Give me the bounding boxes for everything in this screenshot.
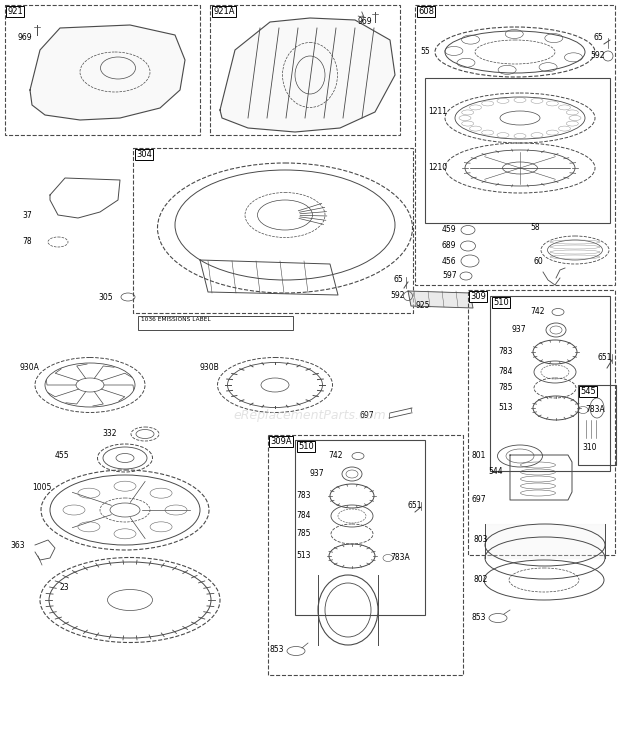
Text: 651: 651	[408, 501, 422, 510]
Text: 1210: 1210	[428, 164, 447, 173]
Bar	[138, 316, 293, 330]
Text: 930B: 930B	[200, 364, 219, 373]
Text: 1211: 1211	[428, 107, 447, 117]
Text: 60: 60	[533, 257, 542, 266]
Text: 803: 803	[474, 536, 489, 545]
Text: 363: 363	[10, 540, 25, 550]
Text: 802: 802	[474, 576, 489, 585]
Bar	[490, 296, 610, 471]
Text: 592: 592	[390, 290, 404, 300]
Text: 58: 58	[530, 223, 539, 232]
Text: 304: 304	[136, 150, 152, 159]
Text: 544: 544	[488, 467, 503, 476]
Polygon shape	[408, 291, 473, 308]
Text: 921: 921	[7, 7, 23, 16]
Text: 785: 785	[296, 530, 311, 539]
Bar	[578, 385, 616, 465]
Text: 37: 37	[22, 211, 32, 219]
Text: 23: 23	[60, 583, 69, 592]
Text: 853: 853	[270, 646, 285, 655]
Text: 651: 651	[598, 353, 613, 362]
Text: 305: 305	[98, 293, 113, 303]
Text: 937: 937	[310, 469, 325, 478]
Text: eReplacementParts.com: eReplacementParts.com	[234, 408, 386, 422]
Text: 455: 455	[55, 451, 69, 460]
Text: 309A: 309A	[270, 437, 291, 446]
Text: 1005: 1005	[32, 484, 51, 493]
Text: 853: 853	[472, 614, 487, 623]
Text: 697: 697	[360, 411, 374, 420]
Text: 459: 459	[442, 225, 456, 234]
Text: 78: 78	[22, 237, 32, 246]
Text: 55: 55	[420, 48, 430, 57]
Bar	[5, 5, 200, 135]
Text: 309: 309	[470, 292, 486, 301]
Text: 545: 545	[580, 387, 596, 396]
Text: 783: 783	[498, 347, 513, 356]
Text: 608: 608	[418, 7, 434, 16]
Bar	[210, 5, 400, 135]
Polygon shape	[30, 25, 185, 120]
Text: 921A: 921A	[213, 7, 234, 16]
Text: 742: 742	[530, 307, 544, 316]
Text: 310: 310	[582, 443, 596, 452]
Text: 1036 EMISSIONS LABEL: 1036 EMISSIONS LABEL	[141, 317, 211, 322]
Text: 784: 784	[296, 512, 311, 521]
Text: 783A: 783A	[390, 554, 410, 562]
Bar	[468, 290, 615, 555]
Text: 801: 801	[472, 451, 486, 460]
Text: 742: 742	[328, 452, 342, 461]
Text: 925: 925	[415, 301, 430, 310]
Text: 783: 783	[296, 492, 311, 501]
Text: 783A: 783A	[585, 405, 604, 414]
Text: 513: 513	[498, 403, 513, 412]
Text: 513: 513	[296, 551, 311, 560]
Bar	[295, 440, 425, 615]
Text: 510: 510	[298, 442, 314, 451]
Text: 65: 65	[393, 275, 403, 284]
Text: 332: 332	[102, 429, 117, 438]
Text: 930A: 930A	[20, 364, 40, 373]
Text: 689: 689	[442, 242, 456, 251]
Text: 697: 697	[472, 496, 487, 504]
Text: 456: 456	[442, 257, 456, 266]
Text: 510: 510	[493, 298, 509, 307]
Bar	[133, 148, 413, 313]
Text: 969: 969	[18, 33, 33, 42]
Text: 969: 969	[358, 18, 373, 27]
Polygon shape	[220, 18, 395, 132]
Text: 65: 65	[593, 33, 603, 42]
Text: 784: 784	[498, 368, 513, 376]
Polygon shape	[485, 524, 605, 558]
Text: 597: 597	[442, 272, 456, 280]
Bar	[415, 5, 615, 285]
Bar	[425, 78, 610, 223]
Text: 785: 785	[498, 383, 513, 393]
Text: 937: 937	[512, 326, 526, 335]
Bar	[268, 435, 463, 675]
Text: 592: 592	[590, 51, 604, 60]
